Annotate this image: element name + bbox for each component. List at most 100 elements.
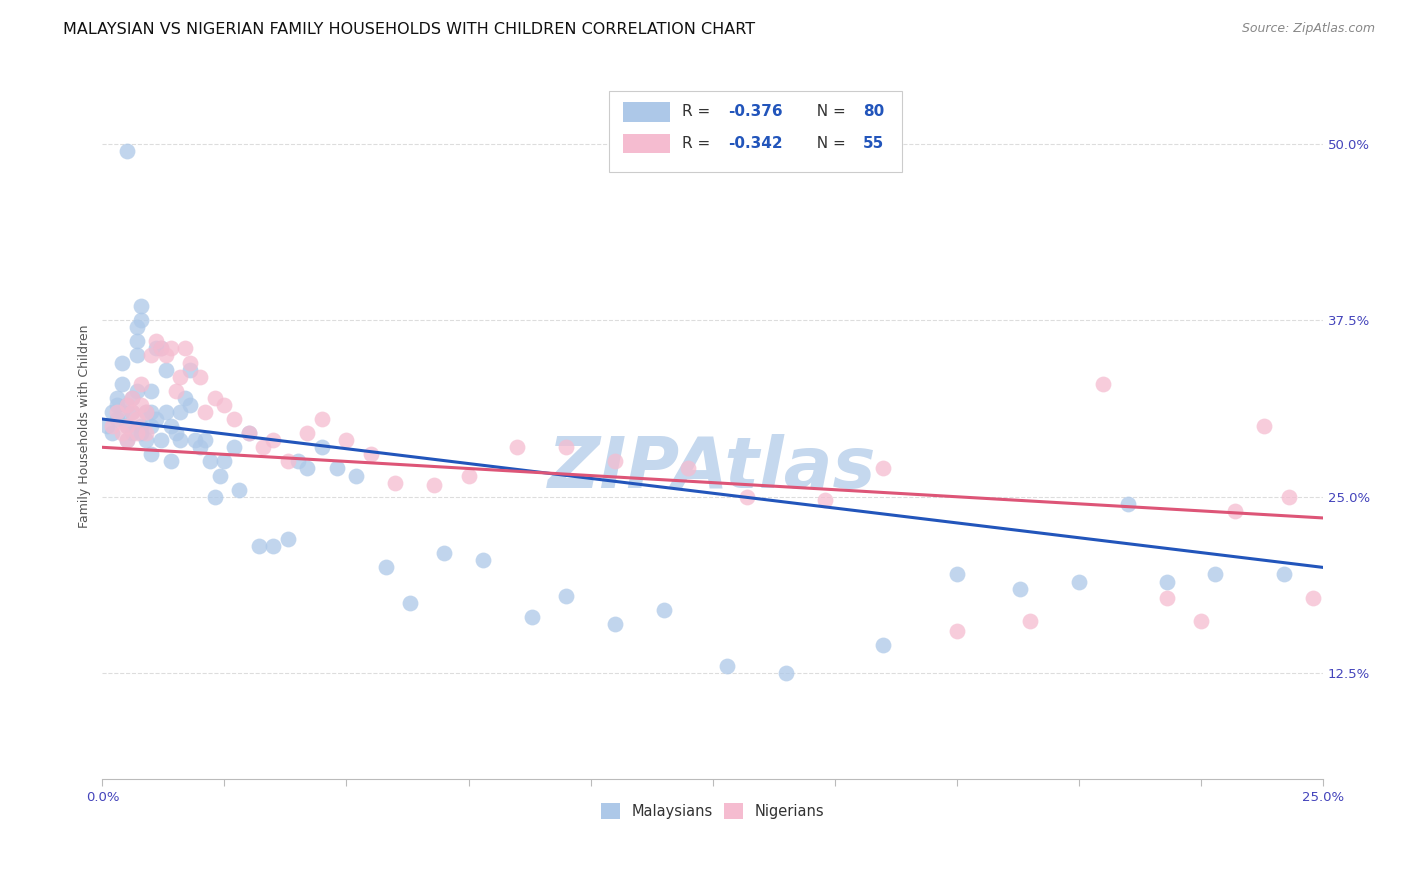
Point <box>555 589 578 603</box>
Point <box>141 405 163 419</box>
Point <box>194 405 217 419</box>
Point <box>335 434 357 448</box>
Point <box>131 398 153 412</box>
Text: Source: ZipAtlas.com: Source: ZipAtlas.com <box>1241 22 1375 36</box>
Point <box>131 299 153 313</box>
Point <box>814 492 837 507</box>
Point <box>735 490 758 504</box>
Point <box>1156 574 1178 589</box>
Point <box>165 384 187 398</box>
Point <box>174 342 197 356</box>
Point <box>145 334 167 349</box>
Point <box>115 434 138 448</box>
Point <box>131 376 153 391</box>
FancyBboxPatch shape <box>609 91 901 172</box>
Point <box>277 532 299 546</box>
Point <box>135 405 157 419</box>
Point <box>115 398 138 412</box>
Legend: Malaysians, Nigerians: Malaysians, Nigerians <box>595 797 831 825</box>
Point <box>297 426 319 441</box>
Point <box>179 398 201 412</box>
Point <box>775 666 797 681</box>
Point <box>105 405 128 419</box>
Point <box>1067 574 1090 589</box>
Point <box>262 539 284 553</box>
Point <box>204 391 226 405</box>
Point <box>399 596 422 610</box>
Point <box>457 468 479 483</box>
Text: R =: R = <box>682 136 716 151</box>
Point <box>1272 567 1295 582</box>
Point <box>121 405 143 419</box>
Point <box>125 384 148 398</box>
Point <box>111 426 134 441</box>
Point <box>111 355 134 369</box>
Point <box>555 440 578 454</box>
Point <box>325 461 347 475</box>
Text: -0.342: -0.342 <box>728 136 783 151</box>
Bar <box>623 102 669 121</box>
Point <box>165 426 187 441</box>
Point <box>287 454 309 468</box>
Point <box>159 454 181 468</box>
Point <box>125 349 148 363</box>
Point <box>145 412 167 426</box>
Point <box>169 369 191 384</box>
Point <box>238 426 260 441</box>
Point <box>101 426 124 441</box>
Point <box>125 412 148 426</box>
Point <box>115 144 138 158</box>
Point <box>149 434 172 448</box>
Point <box>149 342 172 356</box>
Point <box>297 461 319 475</box>
Point <box>360 447 382 461</box>
Point <box>384 475 406 490</box>
Point <box>149 342 172 356</box>
Text: N =: N = <box>807 136 851 151</box>
Point <box>121 391 143 405</box>
Point <box>174 391 197 405</box>
Point <box>105 412 128 426</box>
Point <box>115 434 138 448</box>
Point <box>141 384 163 398</box>
Point <box>194 434 217 448</box>
Point <box>472 553 495 567</box>
Point <box>105 398 128 412</box>
Point <box>1253 419 1275 434</box>
Point <box>433 546 456 560</box>
Point <box>155 405 177 419</box>
Point <box>125 320 148 334</box>
Point <box>121 426 143 441</box>
Point <box>252 440 274 454</box>
Point <box>155 362 177 376</box>
Point <box>374 560 396 574</box>
Point <box>101 405 124 419</box>
Point <box>1019 614 1042 628</box>
Point <box>121 391 143 405</box>
Point <box>228 483 250 497</box>
Point <box>115 419 138 434</box>
Point <box>121 405 143 419</box>
Point <box>945 624 967 638</box>
Point <box>214 398 236 412</box>
Point <box>125 334 148 349</box>
Point <box>141 419 163 434</box>
Point <box>115 398 138 412</box>
Point <box>603 454 626 468</box>
Point <box>344 468 367 483</box>
Text: N =: N = <box>807 104 851 120</box>
Point <box>131 426 153 441</box>
Text: 55: 55 <box>863 136 884 151</box>
Point <box>1204 567 1226 582</box>
Point <box>872 461 894 475</box>
Point <box>716 659 738 673</box>
Point <box>506 440 529 454</box>
Point <box>204 490 226 504</box>
Point <box>1010 582 1032 596</box>
Text: ZIPAtlas: ZIPAtlas <box>548 434 877 503</box>
Point <box>1116 497 1139 511</box>
Point <box>131 313 153 327</box>
Point <box>520 609 543 624</box>
Point <box>1092 376 1115 391</box>
Point <box>423 478 446 492</box>
